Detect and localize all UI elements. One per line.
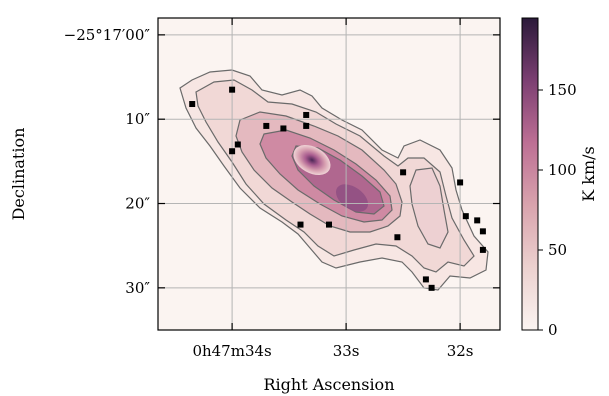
x-tick-label-1: 33s xyxy=(333,342,360,360)
colorbar-tick-label-3: 150 xyxy=(548,81,577,99)
x-axis-label: Right Ascension xyxy=(264,375,395,394)
x-tick-group: 0h47m34s 33s 32s xyxy=(192,18,473,360)
marker-6 xyxy=(234,141,241,148)
marker-16 xyxy=(474,217,481,224)
marker-2 xyxy=(263,122,270,129)
y-tick-label-3: 30″ xyxy=(125,279,150,297)
emission-peak xyxy=(293,144,331,176)
marker-group xyxy=(189,86,486,291)
marker-3 xyxy=(280,125,287,132)
emission-map xyxy=(158,18,500,330)
marker-8 xyxy=(297,221,304,228)
colorbar-tick-label-2: 100 xyxy=(548,161,577,179)
emission-secondary-peak xyxy=(335,184,369,212)
colorbar-tick-label-0: 0 xyxy=(548,321,558,339)
marker-11 xyxy=(394,234,401,241)
marker-10 xyxy=(400,169,407,176)
colorbar-tick-label-1: 50 xyxy=(548,241,567,259)
marker-7 xyxy=(229,148,236,155)
x-tick-label-2: 32s xyxy=(447,342,474,360)
y-tick-label-2: 20″ xyxy=(125,195,150,213)
grid-lines xyxy=(158,18,500,330)
marker-15 xyxy=(462,213,469,220)
marker-18 xyxy=(479,246,486,253)
marker-13 xyxy=(428,284,435,291)
marker-9 xyxy=(326,221,332,228)
y-tick-label-1: 10″ xyxy=(125,110,150,128)
y-tick-label-0: −25°17′00″ xyxy=(64,26,151,44)
y-tick-group: −25°17′00″ 10″ 20″ 30″ xyxy=(64,26,500,297)
marker-0 xyxy=(229,86,236,93)
colorbar xyxy=(521,17,539,331)
right-lobe-contour xyxy=(409,167,449,249)
marker-17 xyxy=(479,228,486,235)
marker-4 xyxy=(303,111,310,118)
marker-5 xyxy=(303,122,310,129)
marker-14 xyxy=(457,179,464,186)
x-tick-label-0: 0h47m34s xyxy=(192,342,271,360)
colorbar-tick-group: 0 50 100 150 xyxy=(538,81,577,339)
plot-frame xyxy=(157,17,501,331)
colorbar-label: K km/s xyxy=(579,146,598,202)
marker-12 xyxy=(422,276,429,283)
y-axis-label: Declination xyxy=(9,128,28,221)
marker-1 xyxy=(189,101,196,108)
